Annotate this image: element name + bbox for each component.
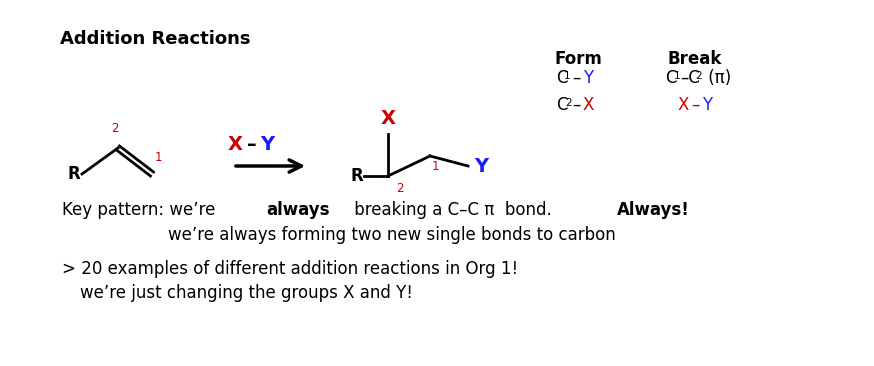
Text: Y: Y (703, 96, 712, 114)
Text: 1: 1 (564, 71, 571, 81)
Text: X: X (380, 109, 396, 128)
Text: we’re always forming two new single bonds to carbon: we’re always forming two new single bond… (168, 226, 616, 244)
Text: Y: Y (583, 69, 593, 87)
Text: R: R (67, 165, 80, 183)
Text: C: C (665, 69, 676, 87)
Text: always: always (267, 201, 330, 219)
Text: we’re just changing the groups X and Y!: we’re just changing the groups X and Y! (80, 284, 413, 302)
Text: –C: –C (680, 69, 700, 87)
Text: R: R (350, 167, 363, 185)
Text: –: – (572, 96, 580, 114)
Text: Break: Break (668, 50, 722, 68)
Text: X: X (583, 96, 594, 114)
Text: C: C (556, 69, 567, 87)
Text: 2: 2 (565, 98, 572, 108)
Text: Y: Y (474, 157, 488, 176)
Text: Y: Y (260, 134, 274, 153)
Text: Addition Reactions: Addition Reactions (60, 30, 251, 48)
Text: Form: Form (554, 50, 602, 68)
Text: –: – (691, 96, 700, 114)
Text: > 20 examples of different addition reactions in Org 1!: > 20 examples of different addition reac… (62, 260, 518, 278)
Text: Always!: Always! (617, 201, 690, 219)
Text: 1: 1 (432, 160, 440, 173)
Text: –: – (572, 69, 580, 87)
Text: 2: 2 (396, 182, 404, 195)
Text: 1: 1 (674, 71, 681, 81)
Text: –: – (247, 134, 257, 153)
Text: 2: 2 (111, 122, 119, 135)
Text: breaking a C–C π  bond.: breaking a C–C π bond. (349, 201, 557, 219)
Text: C: C (556, 96, 567, 114)
Text: 1: 1 (154, 151, 162, 164)
Text: (π): (π) (703, 69, 732, 87)
Text: 2: 2 (695, 71, 702, 81)
Text: Key pattern: we’re: Key pattern: we’re (62, 201, 220, 219)
Text: X: X (228, 134, 243, 153)
Text: X: X (677, 96, 689, 114)
